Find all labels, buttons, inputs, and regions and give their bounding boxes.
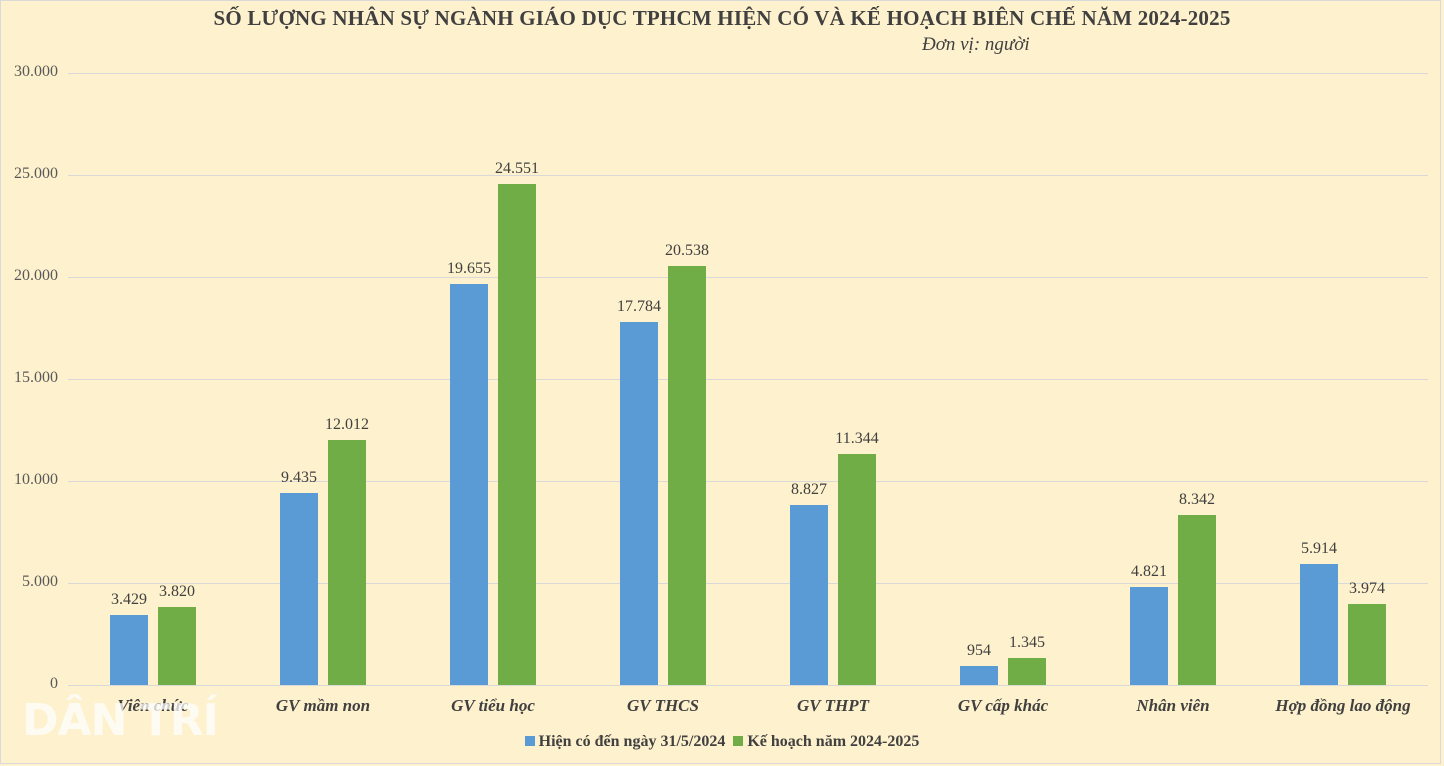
bar-current	[450, 284, 488, 685]
data-label: 4.821	[1131, 562, 1167, 580]
data-label: 1.345	[1009, 633, 1045, 651]
gridline	[68, 685, 1428, 686]
data-label: 8.827	[791, 480, 827, 498]
gridline	[68, 73, 1428, 74]
data-label: 3.974	[1349, 579, 1385, 597]
gridline	[68, 583, 1428, 584]
x-axis-category-label: GV tiểu học	[451, 696, 535, 715]
y-axis-tick-label: 20.000	[14, 267, 58, 284]
legend-swatch-green	[733, 736, 744, 746]
data-label: 24.551	[495, 160, 539, 178]
bar-current	[1130, 586, 1168, 685]
bar-current	[1300, 564, 1338, 685]
bar-current	[620, 322, 658, 685]
x-axis-category-label: GV THPT	[797, 696, 869, 715]
bar-plan	[328, 439, 366, 685]
data-label: 17.784	[617, 298, 661, 316]
chart-legend: Hiện có đến ngày 31/5/2024 Kế hoạch năm …	[0, 733, 1444, 751]
data-label: 20.538	[665, 242, 709, 260]
y-axis-tick-label: 15.000	[14, 369, 58, 386]
chart-unit-subtitle: Đơn vị: người	[922, 34, 1030, 55]
y-axis-tick-label: 5.000	[22, 573, 58, 590]
data-label: 12.012	[325, 415, 369, 433]
bar-current	[280, 492, 318, 685]
data-label: 8.342	[1179, 490, 1215, 508]
y-axis-tick-label: 0	[50, 675, 58, 692]
bar-plan	[1008, 657, 1046, 685]
gridline	[68, 175, 1428, 176]
bar-plan	[158, 607, 196, 685]
y-axis-tick-label: 30.000	[14, 63, 58, 80]
bar-current	[960, 665, 998, 685]
x-axis-category-label: Viên chức	[117, 696, 189, 715]
bar-plan	[668, 266, 706, 685]
legend-item-plan: Kế hoạch năm 2024-2025	[733, 733, 919, 750]
data-label: 19.655	[447, 260, 491, 278]
bar-plan	[498, 184, 536, 685]
bar-current	[790, 504, 828, 685]
legend-item-current: Hiện có đến ngày 31/5/2024	[524, 733, 725, 750]
x-axis-category-label: GV THCS	[627, 696, 699, 715]
chart-title: SỐ LƯỢNG NHÂN SỰ NGÀNH GIÁO DỤC TPHCM HI…	[213, 6, 1231, 30]
gridline	[68, 379, 1428, 380]
data-label: 9.435	[281, 468, 317, 486]
data-label: 954	[967, 641, 991, 659]
bar-plan	[1178, 514, 1216, 685]
x-axis-category-label: GV cấp khác	[957, 696, 1049, 715]
bar-current	[110, 615, 148, 685]
dantri-watermark-logo: DÂN TRÍ	[22, 695, 219, 746]
bar-plan	[838, 453, 876, 685]
gridline	[68, 481, 1428, 482]
x-axis-category-label: GV mầm non	[275, 696, 371, 715]
legend-swatch-blue	[524, 736, 535, 746]
data-label: 11.344	[835, 429, 879, 447]
x-axis-category-label: Nhân viên	[1136, 696, 1210, 715]
y-axis-tick-label: 25.000	[14, 165, 58, 182]
bar-plan	[1348, 603, 1386, 685]
data-label: 3.820	[159, 583, 195, 601]
data-label: 3.429	[111, 591, 147, 609]
data-label: 5.914	[1301, 540, 1337, 558]
x-axis-category-label: Hợp đồng lao động	[1275, 696, 1411, 715]
y-axis-tick-label: 10.000	[14, 471, 58, 488]
gridline	[68, 277, 1428, 278]
